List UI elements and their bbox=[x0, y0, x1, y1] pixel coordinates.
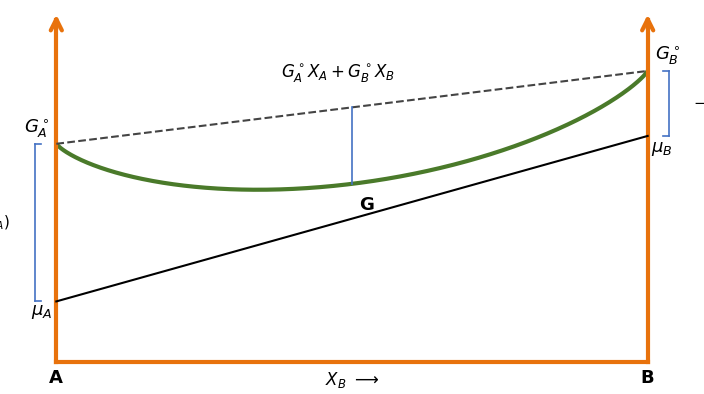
Text: $G_A^\circ$: $G_A^\circ$ bbox=[24, 117, 49, 140]
Text: $G_B^\circ$: $G_B^\circ$ bbox=[655, 45, 680, 67]
Text: G: G bbox=[359, 196, 374, 214]
Text: $G_A^\circ X_A + G_B^\circ X_B$: $G_A^\circ X_A + G_B^\circ X_B$ bbox=[281, 62, 395, 84]
Text: B: B bbox=[641, 369, 655, 387]
Text: $\mu_B$: $\mu_B$ bbox=[651, 140, 673, 158]
Text: A: A bbox=[49, 369, 63, 387]
Text: $\mu_A$: $\mu_A$ bbox=[32, 303, 53, 322]
Text: $-RT\ \ln(X_A)$: $-RT\ \ln(X_A)$ bbox=[0, 214, 11, 232]
Text: $X_B\ \longrightarrow$: $X_B\ \longrightarrow$ bbox=[325, 370, 379, 390]
Text: $-RT\ \ln(X_B)$: $-RT\ \ln(X_B)$ bbox=[693, 94, 704, 113]
